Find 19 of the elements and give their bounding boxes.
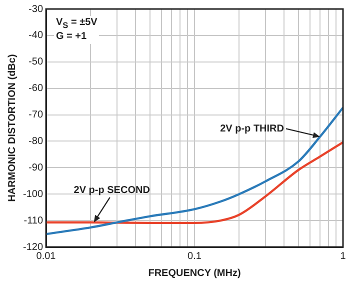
- annotation: 2V p-p SECOND: [74, 185, 150, 196]
- annotation: 2V p-p THIRD: [220, 123, 284, 134]
- y-tick-label: -60: [28, 83, 44, 94]
- y-tick-label: -110: [24, 215, 44, 226]
- x-tick-label: 0.1: [188, 250, 202, 262]
- x-tick-label: 1: [340, 250, 346, 262]
- x-axis-title: FREQUENCY (MHz): [148, 268, 241, 279]
- y-tick-label: -90: [28, 162, 44, 174]
- y-tick-label: -40: [28, 30, 44, 42]
- y-tick-label: -80: [28, 136, 44, 147]
- y-tick-label: -50: [28, 56, 44, 68]
- annotation: G = +1: [56, 31, 88, 43]
- y-tick-label: -100: [23, 188, 44, 200]
- annotation: V$_{S}$ = ±5V: [56, 17, 98, 31]
- x-tick-label: 0.01: [36, 250, 56, 262]
- y-axis-title: HARMONIC DISTORTION (dBc): [6, 54, 18, 202]
- y-tick-label: -30: [28, 4, 44, 15]
- y-tick-label: -70: [28, 110, 44, 121]
- y-tick-label: -120: [23, 242, 44, 253]
